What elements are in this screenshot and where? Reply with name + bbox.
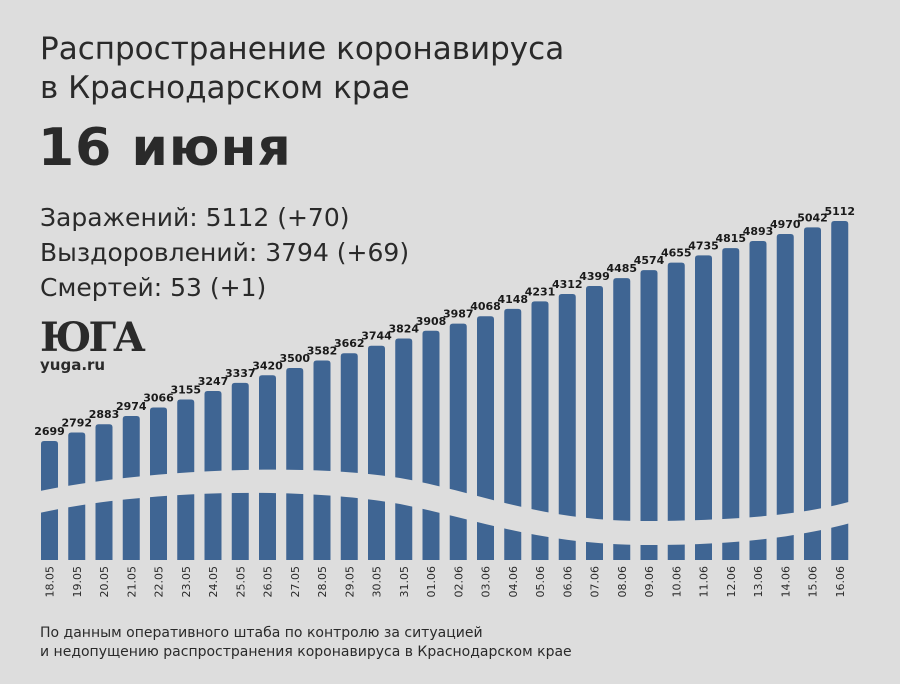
data-label: 2883 xyxy=(89,408,120,421)
x-tick-label: 13.06 xyxy=(752,566,765,598)
data-label: 5042 xyxy=(797,211,828,224)
x-tick-label: 29.05 xyxy=(343,566,356,598)
x-tick-label: 03.06 xyxy=(480,566,493,598)
data-label: 3662 xyxy=(334,337,365,350)
title: Распространение коронавируса в Краснодарс… xyxy=(40,31,565,106)
bar xyxy=(259,375,276,560)
x-tick-label: 31.05 xyxy=(398,566,411,598)
data-label: 3744 xyxy=(361,330,392,343)
bar xyxy=(586,286,603,560)
bar xyxy=(695,255,712,560)
bar xyxy=(368,345,385,560)
data-label: 5112 xyxy=(824,205,855,218)
bar xyxy=(449,323,467,560)
x-tick-label: 26.05 xyxy=(262,566,275,598)
x-tick-label: 12.06 xyxy=(725,566,738,598)
data-label: 4399 xyxy=(579,270,610,283)
x-tick-label: 08.06 xyxy=(616,566,629,598)
data-label: 4815 xyxy=(715,232,746,245)
logo-site: yuga.ru xyxy=(40,356,106,374)
data-label: 4148 xyxy=(497,293,528,306)
bar xyxy=(286,367,304,560)
x-tick-label: 10.06 xyxy=(670,566,683,598)
bar xyxy=(749,240,767,560)
bar xyxy=(776,233,794,561)
x-tick-label: 25.05 xyxy=(234,566,247,598)
bar xyxy=(667,262,685,560)
bar xyxy=(831,221,849,560)
x-tick-label: 06.06 xyxy=(561,566,574,598)
wave-band xyxy=(35,469,865,545)
data-label: 2974 xyxy=(116,400,147,413)
bar xyxy=(340,353,358,560)
x-tick-label: 15.06 xyxy=(807,566,820,598)
bar xyxy=(722,248,740,560)
data-label: 3155 xyxy=(170,383,201,396)
data-label: 4655 xyxy=(661,247,692,260)
bar xyxy=(804,227,821,560)
data-label: 4485 xyxy=(606,262,637,275)
bar xyxy=(640,270,658,560)
logo-mark: ЮГА xyxy=(40,314,146,361)
data-label: 4231 xyxy=(525,285,556,298)
bar xyxy=(531,301,549,560)
data-label: 4735 xyxy=(688,239,719,252)
data-label: 2792 xyxy=(61,417,92,430)
bar xyxy=(504,308,522,560)
data-label: 2699 xyxy=(34,425,65,438)
x-tick-label: 02.06 xyxy=(452,566,465,598)
x-tick-label: 16.06 xyxy=(834,566,847,598)
logo: ЮГА yuga.ru xyxy=(40,314,146,375)
bar xyxy=(395,338,413,560)
stats: Заражений: 5112 (+70) Выздоровлений: 379… xyxy=(40,200,409,305)
stat-infected: Заражений: 5112 (+70) xyxy=(40,203,350,232)
data-label: 3500 xyxy=(279,352,310,365)
data-label: 4893 xyxy=(743,225,774,238)
data-label: 3582 xyxy=(307,345,338,358)
data-label: 4574 xyxy=(634,254,665,267)
data-label: 3420 xyxy=(252,359,283,372)
bar xyxy=(558,293,576,560)
x-tick-label: 09.06 xyxy=(643,566,656,598)
data-label: 3987 xyxy=(443,308,474,321)
stat-deaths: Смертей: 53 (+1) xyxy=(40,273,267,302)
data-label: 4068 xyxy=(470,300,501,313)
data-label: 3908 xyxy=(416,315,447,328)
x-tick-label: 23.05 xyxy=(180,566,193,598)
x-tick-label: 01.06 xyxy=(425,566,438,598)
x-tick-label: 22.05 xyxy=(153,566,166,598)
x-tick-label: 07.06 xyxy=(589,566,602,598)
x-tick-label: 19.05 xyxy=(71,566,84,598)
x-tick-label: 28.05 xyxy=(316,566,329,598)
data-label: 4312 xyxy=(552,278,583,291)
x-tick-label: 21.05 xyxy=(125,566,138,598)
bar xyxy=(313,360,331,560)
bar xyxy=(422,330,440,560)
x-tick-label: 30.05 xyxy=(371,566,384,598)
x-tick-label: 24.05 xyxy=(207,566,220,598)
date-heading: 16 июня xyxy=(38,118,292,178)
source-note: По данным оперативного штаба по контролю… xyxy=(40,625,572,660)
data-label: 3337 xyxy=(225,367,256,380)
data-label: 4970 xyxy=(770,218,801,231)
bar xyxy=(613,278,631,560)
x-tick-label: 18.05 xyxy=(44,566,57,598)
stat-recovered: Выздоровлений: 3794 (+69) xyxy=(40,238,410,267)
data-label: 3824 xyxy=(388,322,419,335)
data-label: 3247 xyxy=(198,375,229,388)
x-tick-label: 05.06 xyxy=(534,566,547,598)
data-label: 3066 xyxy=(143,392,174,405)
x-tick-label: 04.06 xyxy=(507,566,520,598)
x-tick-label: 20.05 xyxy=(98,566,111,598)
x-tick-label: 27.05 xyxy=(289,566,302,598)
x-tick-label: 14.06 xyxy=(779,566,792,598)
x-tick-label: 11.06 xyxy=(698,566,711,598)
